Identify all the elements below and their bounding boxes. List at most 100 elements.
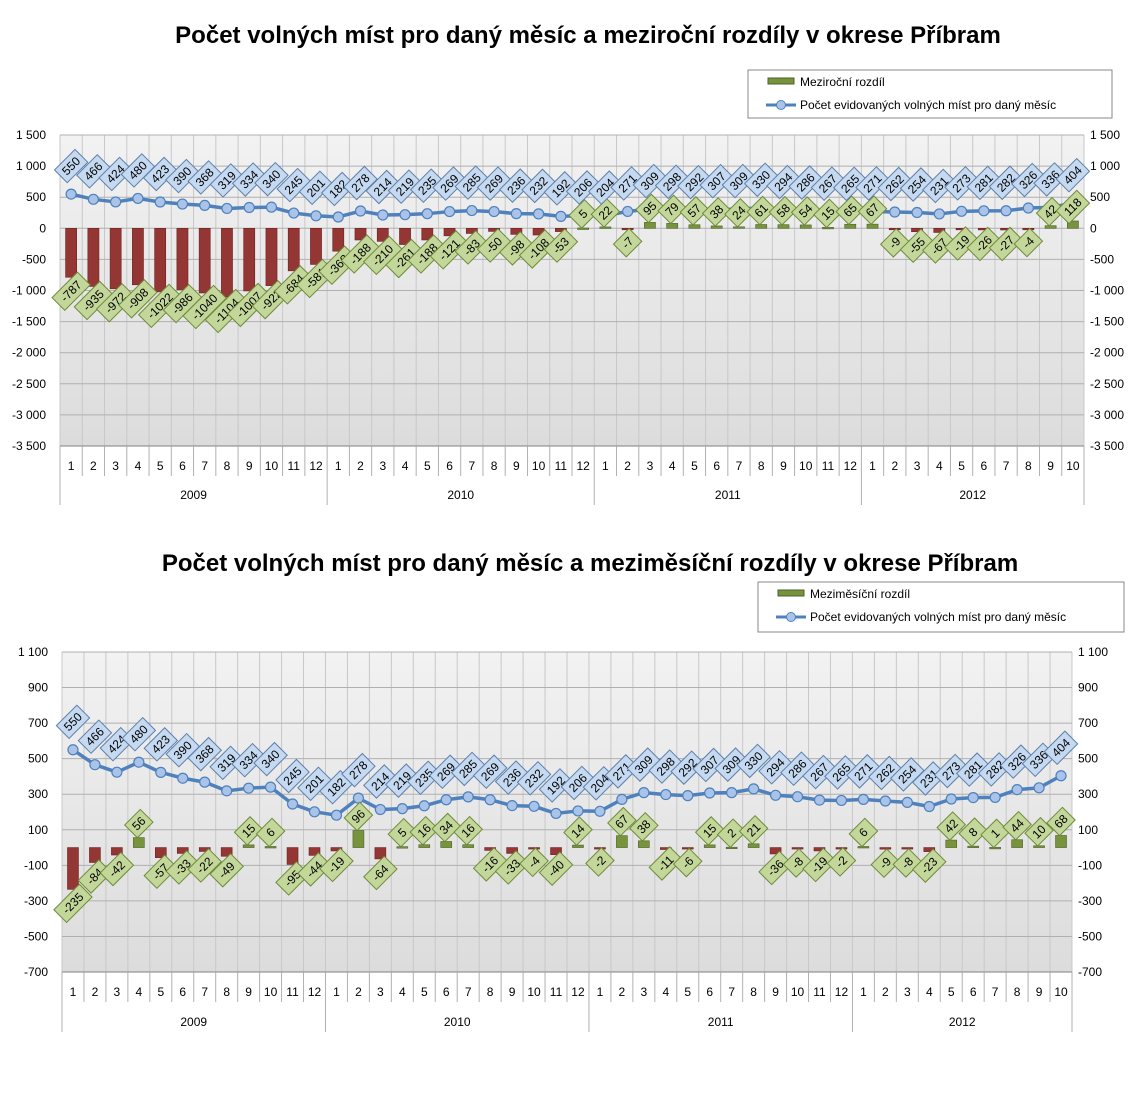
x-tick-month: 10 (532, 459, 546, 473)
line-point (221, 785, 233, 797)
x-tick-year: 2011 (715, 488, 741, 502)
line-point (176, 198, 189, 210)
y-tick-left: -3 000 (12, 408, 46, 422)
line-point (1055, 770, 1067, 782)
data-label: 6 (255, 817, 286, 848)
line-point (264, 781, 277, 793)
x-tick-month: 1 (860, 985, 867, 999)
line-point (243, 782, 255, 794)
line-point (879, 795, 891, 807)
series-line (71, 748, 1062, 817)
x-tick-month: 4 (399, 985, 406, 999)
bar (310, 228, 322, 265)
bar (421, 228, 434, 241)
data-label: 307 (699, 163, 735, 199)
x-tick-month: 9 (1036, 985, 1043, 999)
legend-bar-swatch (767, 77, 795, 85)
y-tick-left: -1 000 (12, 284, 46, 298)
line-point (857, 793, 870, 805)
y-tick-right: -3 500 (1090, 439, 1124, 453)
legend-item-bar: Meziměsíční rozdíl (810, 587, 910, 601)
chart-title: Počet volných míst pro daný měsíc a mezi… (162, 550, 1018, 577)
x-tick-month: 6 (706, 985, 713, 999)
data-label: -44 (297, 852, 332, 887)
data-label: -4 (519, 847, 549, 878)
chart-1: Počet volných míst pro daný měsíc a mezi… (12, 22, 1124, 505)
data-label: 22 (590, 198, 621, 228)
bar (638, 840, 650, 848)
x-tick-month: 5 (948, 985, 955, 999)
y-tick-left: 900 (28, 681, 48, 695)
bar (933, 228, 946, 233)
bar (599, 226, 612, 229)
data-label: 34 (431, 812, 462, 843)
line-point (889, 206, 901, 218)
line-point (243, 201, 255, 214)
x-tick-month: 9 (772, 985, 779, 999)
line-point (265, 201, 278, 213)
y-tick-right: 500 (1090, 190, 1110, 204)
x-tick-month: 4 (926, 985, 933, 999)
y-tick-right: -3 000 (1090, 408, 1124, 422)
y-tick-left: -300 (24, 894, 48, 908)
line-point (418, 800, 430, 812)
data-label: 61 (746, 195, 777, 226)
line-point (221, 202, 233, 215)
x-tick-month: 7 (736, 459, 743, 473)
x-tick-month: 6 (179, 985, 186, 999)
chart-2: Počet volných míst pro daný měsíc a mezi… (18, 550, 1125, 1032)
data-label: -6 (672, 847, 703, 878)
x-tick-month: 3 (114, 985, 121, 999)
y-tick-left: 500 (26, 190, 46, 204)
bar (352, 830, 365, 848)
data-label: 5 (568, 199, 598, 229)
line-point (1000, 205, 1012, 217)
bar (109, 228, 122, 290)
data-label: 38 (628, 811, 659, 842)
x-tick-month: 5 (421, 985, 428, 999)
line-point (901, 796, 913, 809)
data-label: -53 (543, 228, 579, 263)
y-tick-right: 900 (1078, 681, 1098, 695)
x-tick-month: 3 (379, 459, 386, 473)
line-point (484, 794, 496, 806)
line-point (67, 744, 79, 756)
line-point (286, 798, 299, 810)
line-point (65, 188, 77, 200)
bar (220, 847, 233, 857)
line-point (506, 799, 518, 812)
line-point (813, 794, 826, 806)
line-point (466, 204, 478, 217)
bar (644, 222, 656, 229)
bar (440, 841, 453, 848)
x-tick-month: 4 (936, 459, 943, 473)
line-point (594, 805, 606, 817)
y-tick-right: -1 500 (1090, 315, 1124, 329)
x-tick-month: 1 (68, 459, 75, 473)
data-label: 118 (1055, 189, 1091, 225)
bar (396, 846, 409, 849)
x-tick-month: 11 (813, 985, 826, 999)
data-label: 54 (790, 196, 821, 226)
data-label: -2 (826, 847, 857, 877)
x-tick-month: 7 (1003, 459, 1010, 473)
y-tick-left: -2 000 (12, 346, 46, 360)
y-tick-right: 500 (1078, 752, 1098, 766)
line-point (462, 791, 474, 803)
line-point (660, 788, 672, 801)
y-tick-left: 100 (28, 823, 48, 837)
line-point (704, 787, 716, 799)
bar (844, 223, 857, 229)
x-tick-month: 2 (619, 985, 626, 999)
bar (308, 847, 321, 856)
y-tick-right: -2 000 (1090, 346, 1124, 360)
x-tick-month: 5 (958, 459, 965, 473)
y-tick-right: 0 (1090, 221, 1097, 235)
y-tick-right: -100 (1078, 858, 1102, 872)
bar (89, 847, 101, 863)
bar (725, 846, 738, 850)
bar (710, 225, 723, 229)
bar (65, 228, 77, 278)
legend: Meziměsíční rozdíl Počet evidovaných voln… (757, 581, 1125, 633)
line-point (154, 196, 166, 208)
